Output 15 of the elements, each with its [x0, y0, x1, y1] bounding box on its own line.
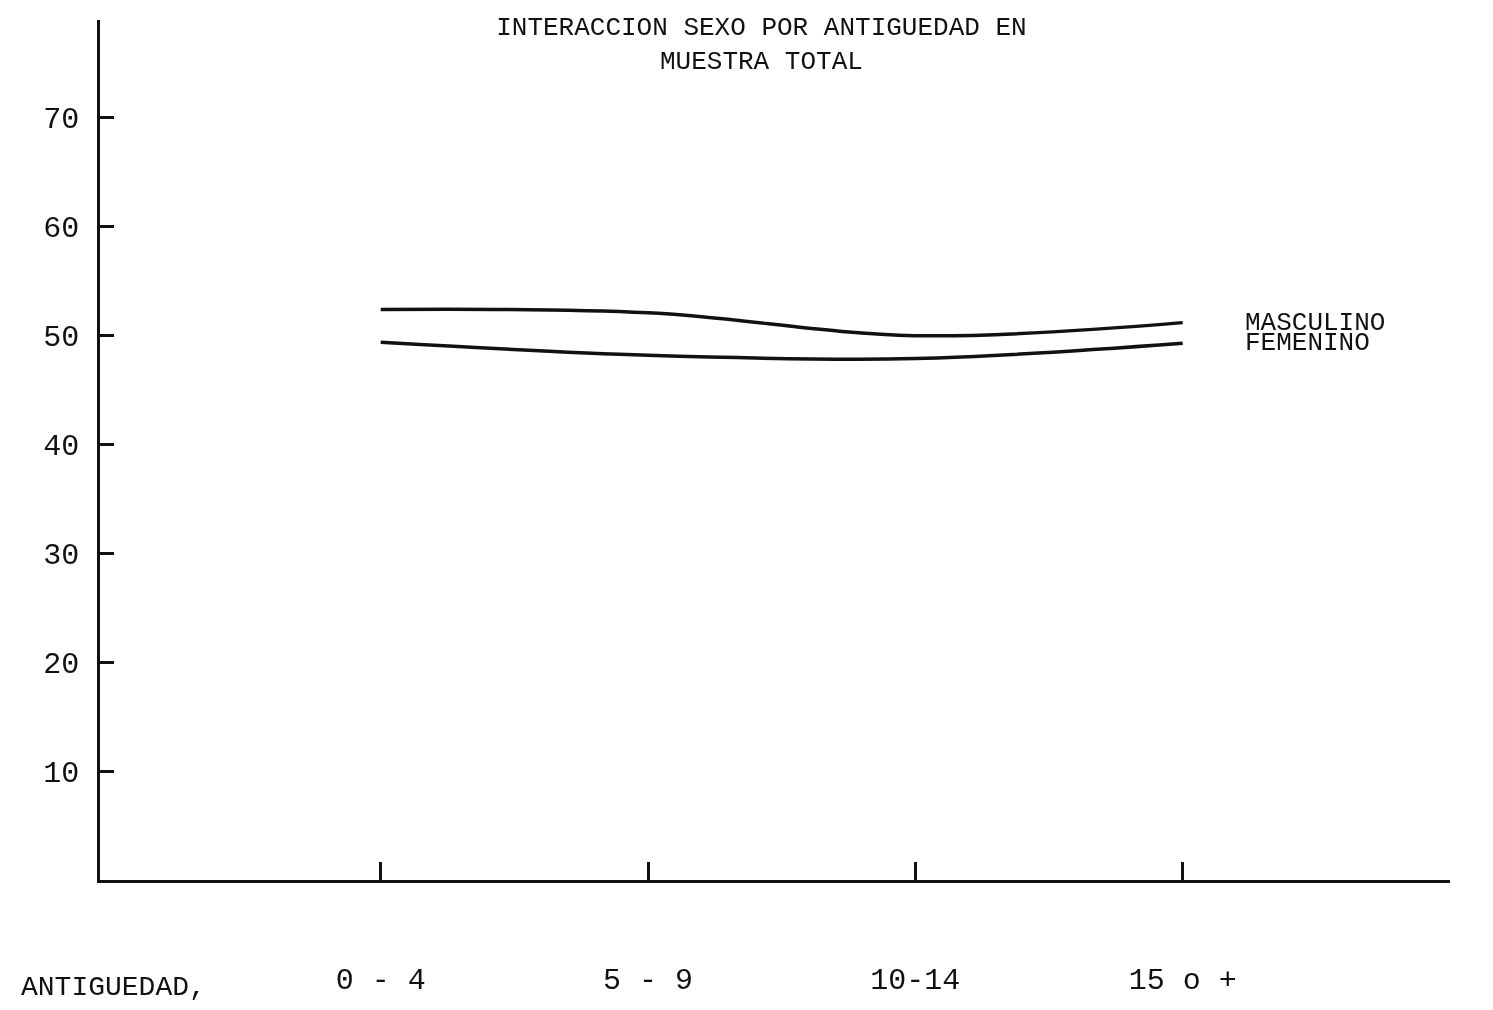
chart-title: INTERACCION SEXO POR ANTIGUEDAD EN MUESTRA TOTAL	[496, 13, 1027, 78]
x-tick-label: 15 o +	[1128, 963, 1237, 998]
x-tick-label: 5 - 9	[603, 963, 694, 998]
line-series	[378, 307, 1185, 338]
x-axis-title: ANTIGUEDAD,	[21, 972, 206, 1003]
y-tick-label: 70	[43, 103, 80, 138]
y-tick-label: 20	[43, 647, 80, 682]
line-series	[378, 340, 1185, 362]
y-tick-label: 60	[43, 212, 80, 247]
y-tick-label: 30	[43, 538, 80, 573]
y-tick-label: 50	[43, 321, 80, 356]
y-tick-label: 40	[43, 430, 80, 465]
x-tick-label: 0 - 4	[335, 963, 426, 998]
y-tick-label: 10	[43, 756, 80, 791]
x-tick-label: 10-14	[870, 963, 961, 998]
